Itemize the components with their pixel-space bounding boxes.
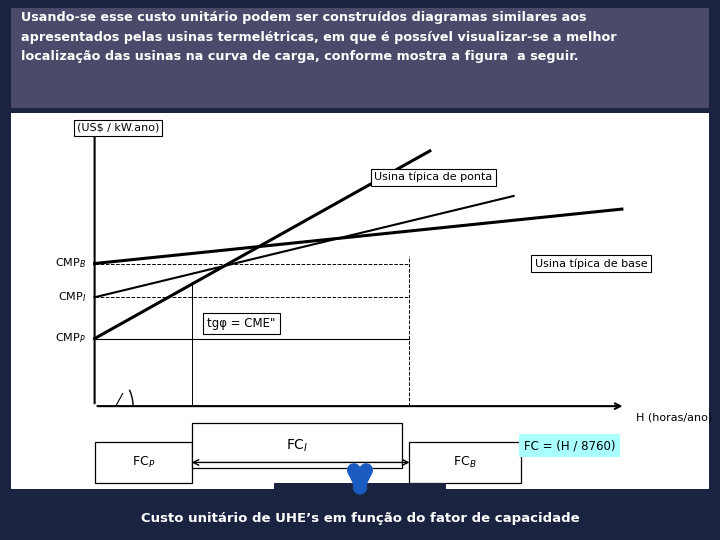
Text: tgφ = CME": tgφ = CME" xyxy=(207,317,276,330)
FancyBboxPatch shape xyxy=(409,442,521,483)
Text: Usando-se esse custo unitário podem ser construídos diagramas similares aos
apre: Usando-se esse custo unitário podem ser … xyxy=(22,11,617,63)
Text: FC$_P$: FC$_P$ xyxy=(132,455,155,470)
FancyBboxPatch shape xyxy=(192,423,402,468)
Text: CMP$_I$: CMP$_I$ xyxy=(58,291,86,304)
Text: CMP$_B$: CMP$_B$ xyxy=(55,256,86,271)
Text: FC = (H / 8760): FC = (H / 8760) xyxy=(523,439,616,452)
Text: H (horas/ano): H (horas/ano) xyxy=(636,413,712,422)
Text: Usina típica de base: Usina típica de base xyxy=(534,258,647,269)
Text: FC$_B$: FC$_B$ xyxy=(453,455,477,470)
Text: Custo unitário de UHE’s em função do fator de capacidade: Custo unitário de UHE’s em função do fat… xyxy=(140,512,580,525)
Text: FC$_I$: FC$_I$ xyxy=(286,437,308,454)
Text: CMP$_P$: CMP$_P$ xyxy=(55,332,86,346)
Text: Usina típica de ponta: Usina típica de ponta xyxy=(374,172,492,183)
FancyBboxPatch shape xyxy=(94,442,192,483)
Text: (US$ / kW.ano): (US$ / kW.ano) xyxy=(77,123,160,133)
